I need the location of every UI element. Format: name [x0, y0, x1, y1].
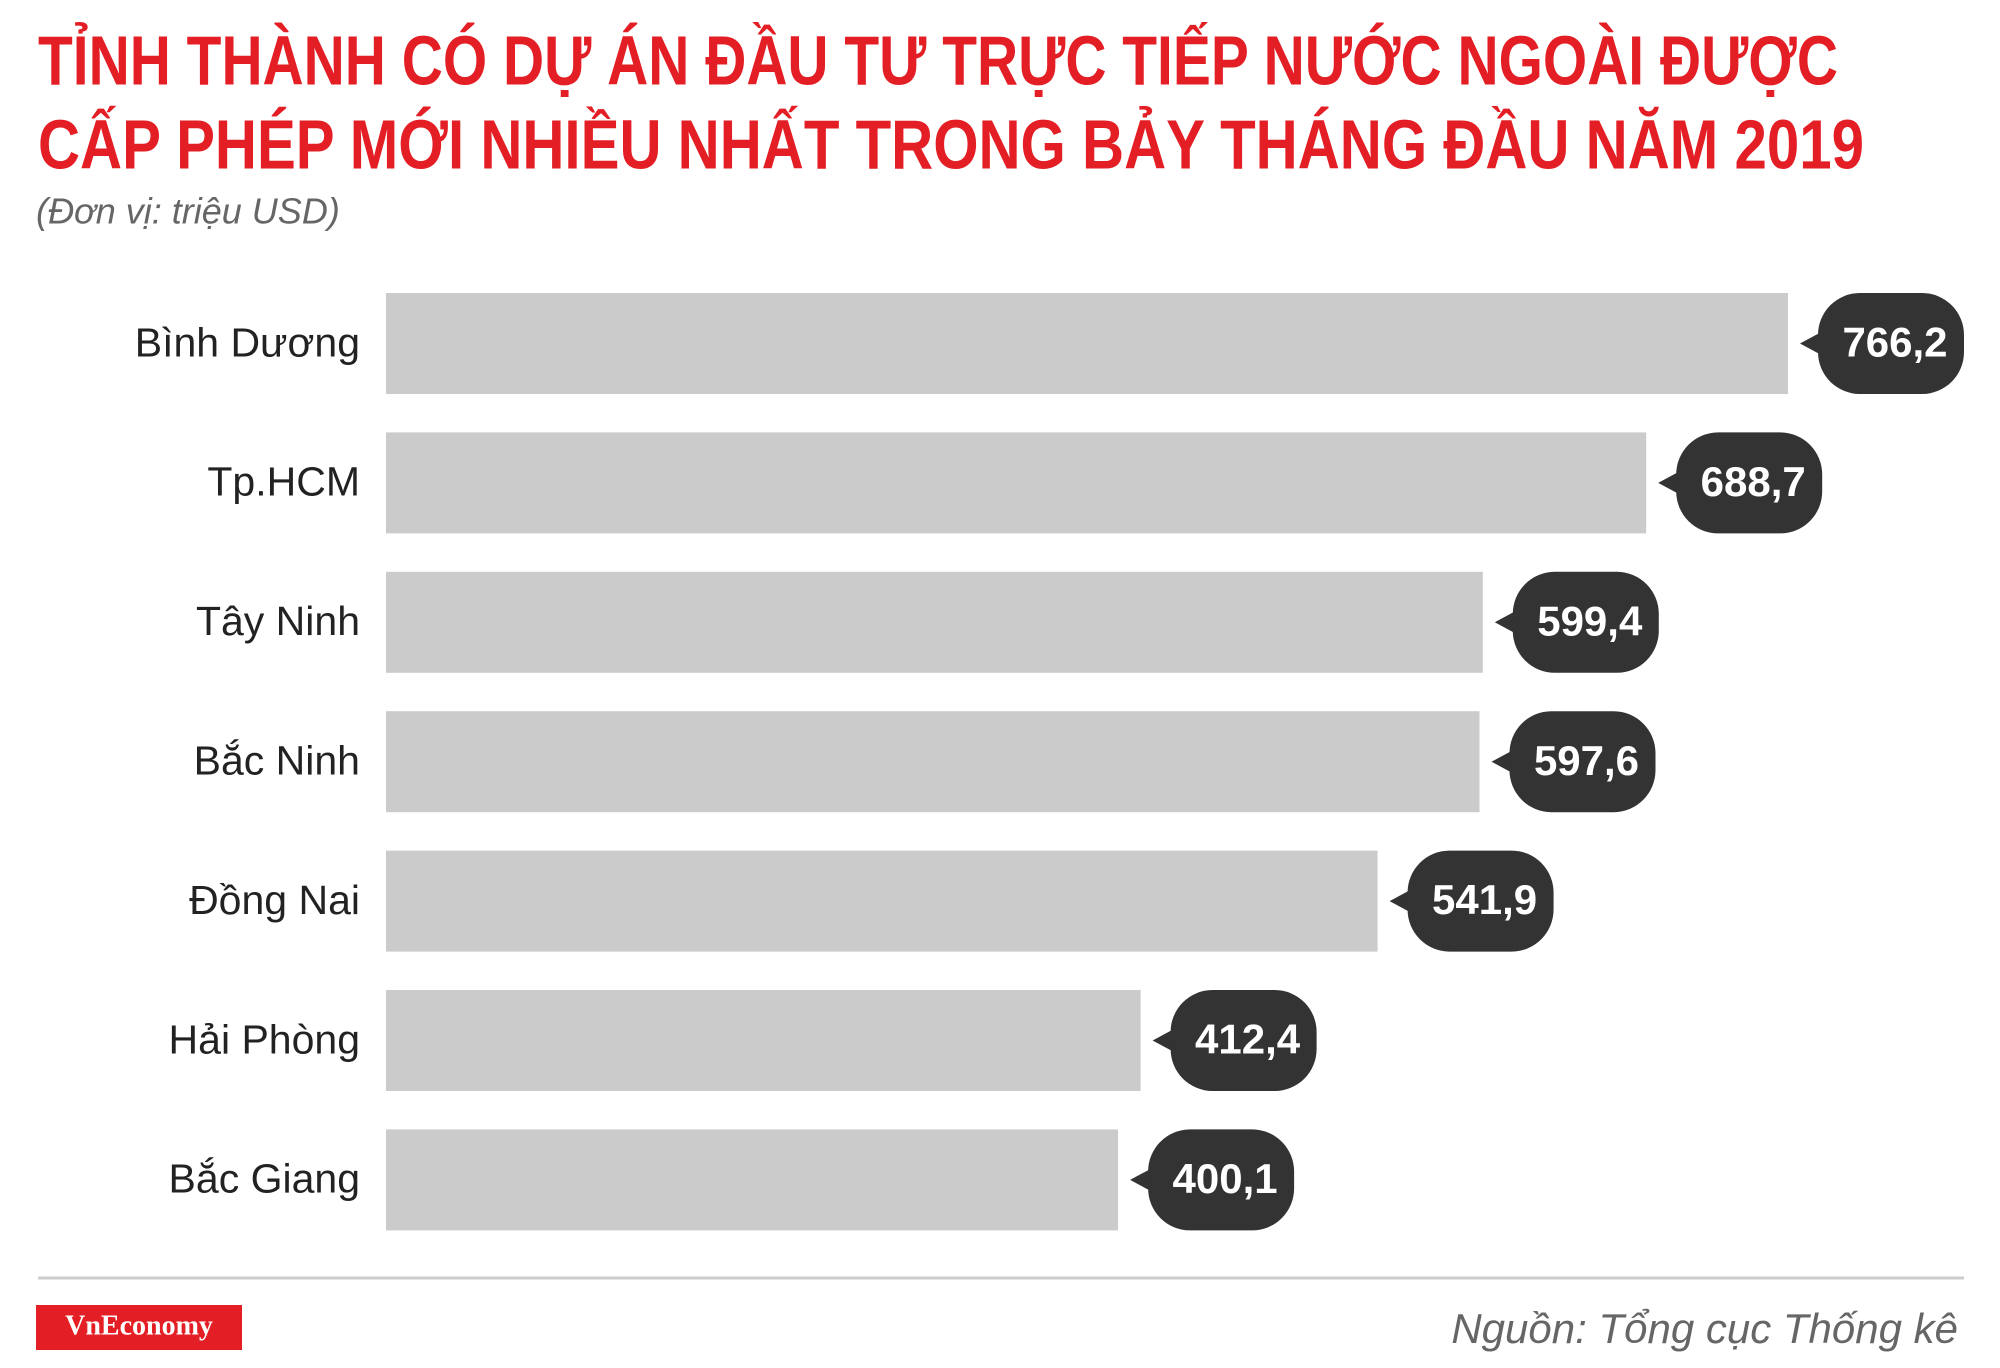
bar — [386, 432, 1647, 534]
value-label: 400,1 — [1173, 1155, 1278, 1202]
bar — [386, 293, 1788, 394]
value-label: 597,6 — [1534, 737, 1639, 784]
bar — [386, 571, 1483, 673]
category-label: Tp.HCM — [207, 459, 360, 505]
value-label: 599,4 — [1537, 597, 1643, 644]
bar — [386, 850, 1378, 952]
bar — [386, 1129, 1119, 1231]
value-bubble — [1818, 293, 1964, 394]
value-bubble — [1407, 850, 1554, 952]
value-bubble — [1676, 432, 1823, 534]
category-label: Tây Ninh — [196, 598, 360, 644]
chart-title: TỈNH THÀNH CÓ DỰ ÁN ĐẦU TƯ TRỰC TIẾP NƯỚ… — [38, 21, 1838, 99]
category-label: Đồng Nai — [189, 877, 360, 923]
value-label: 688,7 — [1701, 458, 1806, 505]
category-label: Bắc Ninh — [194, 738, 360, 784]
subtitle: (Đơn vị: triệu USD) — [36, 191, 340, 232]
value-bubble — [1170, 990, 1317, 1091]
value-label: 412,4 — [1195, 1016, 1301, 1063]
bar — [386, 990, 1141, 1091]
value-label: 766,2 — [1842, 319, 1947, 366]
source: Nguồn: Tổng cục Thống kê — [1451, 1305, 1958, 1352]
value-bubble — [1148, 1129, 1295, 1231]
value-label: 541,9 — [1432, 876, 1537, 923]
category-label: Hải Phòng — [169, 1016, 360, 1062]
value-bubble — [1512, 571, 1659, 673]
category-label: Bắc Giang — [169, 1156, 360, 1202]
logo: VnEconomy — [65, 1310, 213, 1341]
category-label: Bình Dương — [135, 319, 360, 365]
chart-title: CẤP PHÉP MỚI NHIỀU NHẤT TRONG BẢY THÁNG … — [38, 105, 1864, 183]
bar — [386, 711, 1480, 813]
value-bubble — [1509, 711, 1656, 813]
logo-box — [36, 1305, 242, 1350]
